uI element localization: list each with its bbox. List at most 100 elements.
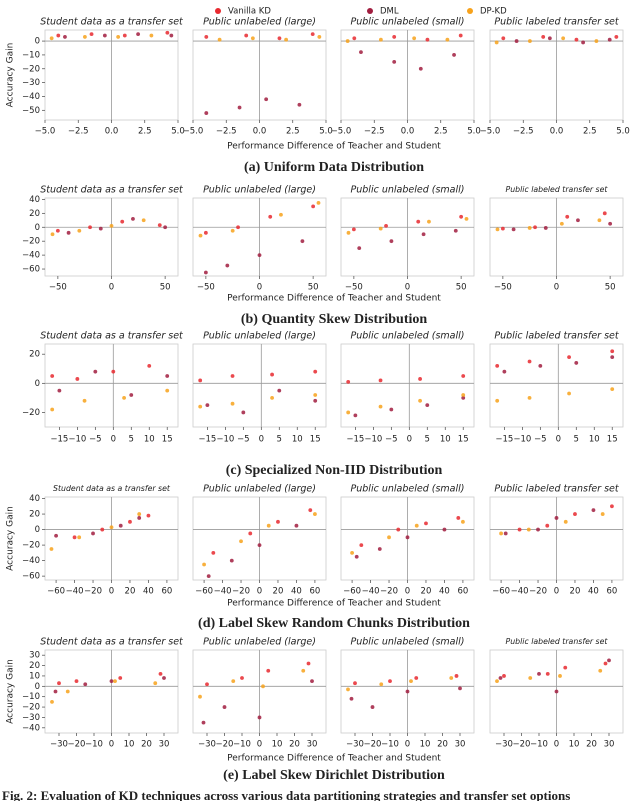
point <box>563 665 568 670</box>
x-tick-label: −10 <box>530 740 548 750</box>
panel-title: Public labeled transfer set <box>494 484 620 495</box>
y-tick-label: −40 <box>22 556 40 566</box>
point <box>240 676 244 680</box>
x-tick-label: 30 <box>159 740 170 750</box>
point <box>65 689 70 694</box>
point <box>198 694 202 699</box>
x-tick-label: 40 <box>143 587 154 597</box>
point <box>120 219 125 224</box>
point <box>346 379 351 384</box>
x-tick-label: 5.0 <box>616 127 630 137</box>
x-tick-label: −10 <box>513 435 531 445</box>
x-tick-label: −5 <box>534 435 547 445</box>
point <box>387 535 391 540</box>
point <box>50 374 55 378</box>
point <box>453 228 458 233</box>
panel-title: Public unlabeled (large) <box>203 331 316 342</box>
point <box>109 525 114 530</box>
y-tick-label: 20 <box>29 350 40 360</box>
x-tick-label: −50 <box>49 283 67 293</box>
point <box>389 407 394 412</box>
point <box>424 521 428 526</box>
point <box>63 35 67 39</box>
x-tick-label: 0 <box>405 740 410 750</box>
point <box>458 33 463 38</box>
point <box>449 676 454 680</box>
y-axis-label: Accuracy Gain <box>6 506 16 571</box>
panel-title: Public labeled transfer set <box>494 17 620 28</box>
point <box>313 369 318 374</box>
point <box>203 270 208 275</box>
point <box>230 374 235 378</box>
x-tick-label: −60 <box>492 587 510 597</box>
x-tick-label: 20 <box>289 740 300 750</box>
x-tick-label: −20 <box>364 740 382 750</box>
point <box>597 218 602 223</box>
point <box>409 679 413 684</box>
point <box>503 531 508 536</box>
point <box>83 35 87 39</box>
point <box>129 393 134 397</box>
x-tick-label: −60 <box>343 587 361 597</box>
point <box>378 226 383 231</box>
point <box>610 387 615 392</box>
legend-marker <box>467 8 473 14</box>
point <box>594 39 599 43</box>
y-tick-label: 0 <box>35 525 40 535</box>
point <box>502 369 507 374</box>
point <box>495 363 500 368</box>
y-tick-label: 10 <box>29 671 40 681</box>
point <box>565 214 570 219</box>
point <box>581 40 585 45</box>
point <box>54 533 58 538</box>
panel-title: Student data as a transfer set <box>40 17 184 28</box>
point <box>313 398 318 403</box>
point <box>204 35 209 39</box>
point <box>49 36 54 41</box>
point <box>165 30 170 35</box>
row-caption: (d) Label Skew Random Chunks Distributio… <box>198 616 470 631</box>
point <box>111 369 116 374</box>
point <box>378 378 383 383</box>
point <box>499 531 503 536</box>
point <box>66 230 71 235</box>
y-tick-label: −20 <box>22 541 40 551</box>
point <box>378 404 383 409</box>
y-tick-label: −20 <box>22 703 40 713</box>
x-tick-label: −40 <box>66 587 84 597</box>
point <box>153 681 158 686</box>
x-tick-label: 20 <box>421 587 432 597</box>
point <box>598 668 603 673</box>
x-tick-label: 5 <box>129 435 134 445</box>
x-tick-label: −10 <box>68 435 86 445</box>
point <box>277 36 282 41</box>
point <box>527 395 532 400</box>
point <box>349 696 354 701</box>
legend-marker <box>215 8 221 14</box>
x-tick-label: 50 <box>308 283 319 293</box>
point <box>206 574 211 579</box>
x-tick-label: −40 <box>214 587 232 597</box>
point <box>147 363 152 368</box>
point <box>547 36 552 41</box>
point <box>137 512 142 516</box>
y-tick-label: 40 <box>29 195 40 205</box>
point <box>353 681 357 686</box>
point <box>610 355 615 360</box>
point <box>237 105 242 110</box>
point <box>202 562 206 567</box>
x-tick-label: −2.5 <box>364 127 385 137</box>
point <box>276 519 280 524</box>
point <box>205 403 210 408</box>
x-tick-label: −50 <box>494 283 512 293</box>
point <box>294 523 299 528</box>
y-tick-label: −10 <box>22 50 40 60</box>
y-tick-label: −10 <box>22 692 40 702</box>
legend-marker <box>367 8 373 14</box>
point <box>55 228 60 233</box>
x-tick-label: 0 <box>257 740 262 750</box>
point <box>495 227 500 232</box>
point <box>149 33 154 38</box>
x-tick-label: 5.0 <box>467 127 481 137</box>
x-tick-label: −2.5 <box>216 127 237 137</box>
